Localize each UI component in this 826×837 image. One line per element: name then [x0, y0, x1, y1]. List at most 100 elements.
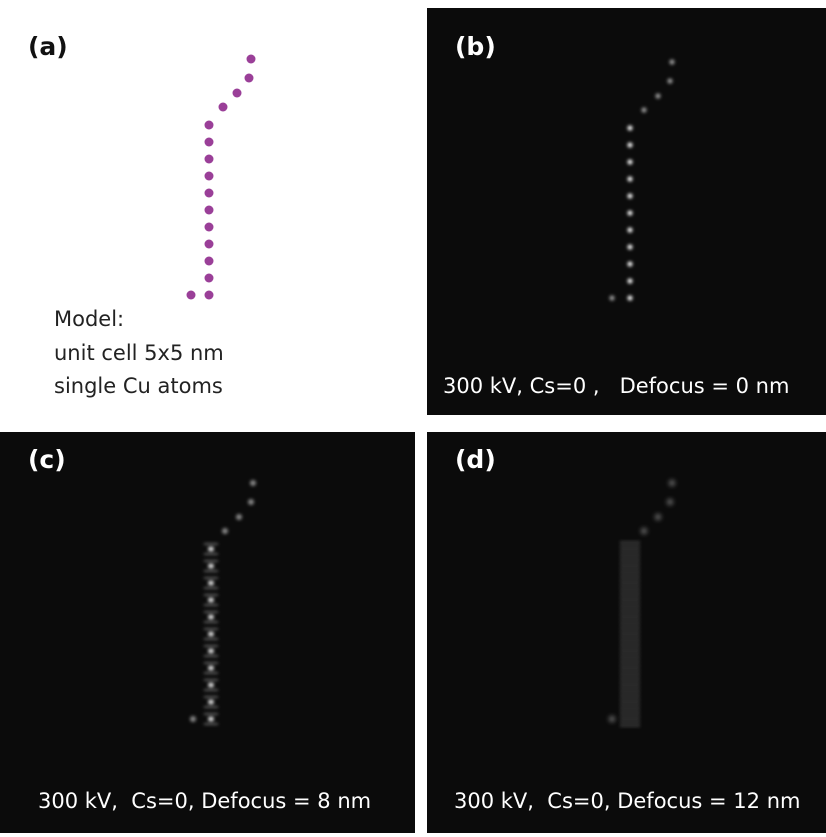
- atom: [208, 597, 214, 603]
- atom: [620, 572, 640, 573]
- atom: [620, 664, 640, 665]
- atom: [620, 684, 640, 685]
- atom: [620, 654, 640, 655]
- atom: [627, 261, 632, 266]
- atom: [204, 696, 218, 698]
- atom: [620, 613, 640, 614]
- atom: [204, 594, 218, 596]
- atom: [655, 514, 662, 521]
- atom: [190, 716, 196, 722]
- caption: 300 kV, Cs=0 , Defocus = 0 nm: [443, 374, 789, 398]
- atom: [204, 645, 218, 647]
- atom: [248, 499, 254, 505]
- atom: [609, 295, 614, 300]
- atom: [620, 718, 640, 719]
- atom: [667, 499, 674, 506]
- atom: [627, 227, 632, 232]
- atom: [669, 480, 676, 487]
- atom: [208, 563, 214, 569]
- panel-label: (d): [455, 445, 496, 474]
- atom: [627, 176, 632, 181]
- atom: [620, 708, 640, 709]
- atom: [205, 240, 214, 249]
- atom: [204, 560, 218, 562]
- atom: [205, 223, 214, 232]
- caption: unit cell 5x5 nm: [54, 341, 224, 365]
- atom: [620, 559, 640, 560]
- atom: [620, 593, 640, 594]
- atom: [204, 723, 218, 725]
- atom: [620, 589, 640, 590]
- atom: [620, 582, 640, 583]
- atom: [620, 681, 640, 682]
- panel-label: (a): [28, 32, 68, 61]
- figure: (a) (b) (c) (d) Model: unit cell 5x5 nm …: [0, 0, 826, 833]
- atom: [205, 291, 214, 300]
- atom: [620, 627, 640, 628]
- atom: [620, 691, 640, 692]
- atom: [669, 59, 674, 64]
- atom: [204, 713, 218, 715]
- atom: [205, 206, 214, 215]
- atom: [627, 210, 632, 215]
- atom: [208, 699, 214, 705]
- atom: [204, 553, 218, 555]
- atom: [620, 623, 640, 624]
- caption: 300 kV, Cs=0, Defocus = 8 nm: [38, 789, 371, 813]
- atom: [620, 705, 640, 706]
- atom: [208, 580, 214, 586]
- atom: [620, 674, 640, 675]
- atom: [208, 631, 214, 637]
- atom: [641, 107, 646, 112]
- atom: [627, 125, 632, 130]
- atom: [205, 274, 214, 283]
- atom: [205, 189, 214, 198]
- atom: [250, 480, 256, 486]
- atom: [205, 172, 214, 181]
- atom: [620, 555, 640, 556]
- atom: [620, 695, 640, 696]
- atom: [620, 715, 640, 716]
- atom: [620, 569, 640, 570]
- atom: [204, 604, 218, 606]
- atom: [187, 291, 196, 300]
- atom: [204, 655, 218, 657]
- atom: [620, 712, 640, 713]
- atom: [620, 630, 640, 631]
- atom: [620, 579, 640, 580]
- atom: [208, 546, 214, 552]
- atom: [233, 89, 242, 98]
- atom: [219, 103, 228, 112]
- atom: [204, 621, 218, 623]
- atom: [627, 295, 632, 300]
- atom: [620, 620, 640, 621]
- atom: [620, 603, 640, 604]
- atom: [204, 706, 218, 708]
- atom: [205, 121, 214, 130]
- atom: [627, 244, 632, 249]
- atom: [620, 596, 640, 597]
- atom: [205, 155, 214, 164]
- atom: [620, 586, 640, 587]
- atom: [208, 716, 214, 722]
- atom: [627, 278, 632, 283]
- atom: [620, 565, 640, 566]
- atom: [620, 633, 640, 634]
- atom: [641, 528, 648, 535]
- atom: [208, 665, 214, 671]
- atom: [620, 678, 640, 679]
- atom: [247, 55, 256, 64]
- atom: [620, 606, 640, 607]
- atom: [236, 514, 242, 520]
- atom: [667, 78, 672, 83]
- atom: [620, 610, 640, 611]
- atom: [627, 193, 632, 198]
- panel-label: (b): [455, 32, 496, 61]
- atom: [222, 528, 228, 534]
- atom: [620, 542, 640, 543]
- atom: [620, 698, 640, 699]
- atom: [204, 611, 218, 613]
- atom: [620, 725, 640, 726]
- atom: [609, 716, 616, 723]
- atom: [204, 543, 218, 545]
